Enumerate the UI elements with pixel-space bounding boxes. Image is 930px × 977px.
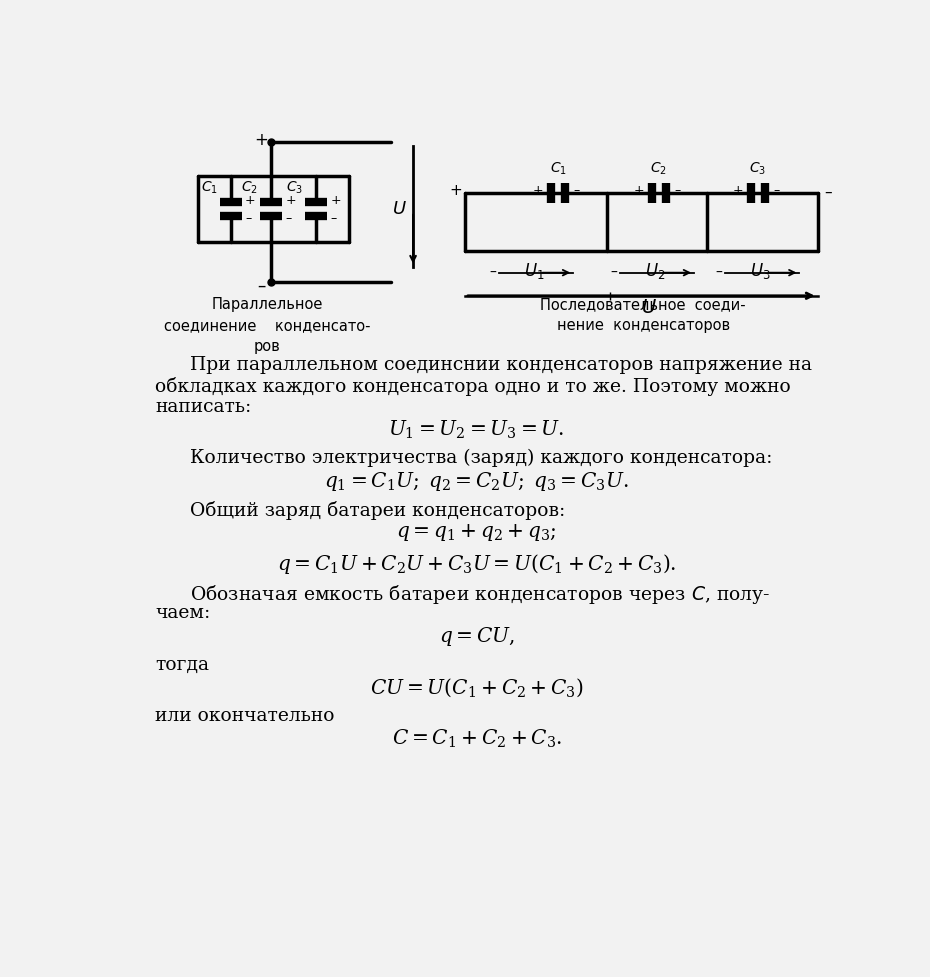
Text: –: – bbox=[574, 184, 579, 196]
Text: –: – bbox=[610, 266, 617, 279]
Text: –: – bbox=[674, 184, 681, 196]
Text: +: + bbox=[330, 194, 340, 207]
Text: написать:: написать: bbox=[155, 398, 251, 415]
Text: +: + bbox=[449, 183, 462, 197]
Text: +: + bbox=[254, 131, 268, 149]
Text: чаем:: чаем: bbox=[155, 604, 210, 621]
Text: $U_3$: $U_3$ bbox=[751, 261, 771, 281]
Text: +: + bbox=[733, 184, 743, 196]
Text: $q = CU,$: $q = CU,$ bbox=[439, 624, 514, 647]
Text: Обозначая емкость батареи конденсаторов через $C$, полу-: Обозначая емкость батареи конденсаторов … bbox=[190, 582, 770, 606]
Text: $q = C_1U + C_2U + C_3U = U(C_1 + C_2 + C_3).$: $q = C_1U + C_2U + C_3U = U(C_1 + C_2 + … bbox=[277, 552, 676, 575]
Text: Количество электричества (заряд) каждого конденсатора:: Количество электричества (заряд) каждого… bbox=[190, 448, 772, 467]
Text: $C_1$: $C_1$ bbox=[201, 180, 218, 196]
Text: –: – bbox=[774, 184, 779, 196]
Text: $q = q_1 + q_2 + q_3;$: $q = q_1 + q_2 + q_3;$ bbox=[396, 521, 557, 542]
Text: $U_2$: $U_2$ bbox=[645, 261, 666, 281]
Text: или окончательно: или окончательно bbox=[155, 706, 335, 724]
Text: Последовательное  соеди-
нение  конденсаторов: Последовательное соеди- нение конденсато… bbox=[540, 296, 746, 332]
Text: –: – bbox=[824, 185, 831, 199]
Text: обкладках каждого конденсатора одно и то же. Поэтому можно: обкладках каждого конденсатора одно и то… bbox=[155, 376, 790, 396]
Text: $C_3$: $C_3$ bbox=[750, 161, 766, 177]
Text: $C = C_1 + C_2 + C_3.$: $C = C_1 + C_2 + C_3.$ bbox=[392, 727, 562, 749]
Text: –: – bbox=[330, 212, 337, 225]
Text: $U$: $U$ bbox=[641, 298, 657, 317]
Text: $U_1$: $U_1$ bbox=[525, 261, 545, 281]
Text: тогда: тогда bbox=[155, 655, 209, 673]
Text: При параллельном соединснии конденсаторов напряжение на: При параллельном соединснии конденсаторо… bbox=[190, 356, 812, 373]
Text: –: – bbox=[257, 276, 265, 295]
Text: $C_1$: $C_1$ bbox=[550, 161, 566, 177]
Text: +: + bbox=[533, 184, 543, 196]
Text: –: – bbox=[286, 212, 291, 225]
Text: $C_3$: $C_3$ bbox=[286, 180, 303, 196]
Text: $CU = U(C_1 + C_2 + C_3)$: $CU = U(C_1 + C_2 + C_3)$ bbox=[370, 676, 583, 699]
Text: $q_1 = C_1U;\; q_2 = C_2U;\; q_3 = C_3U.$: $q_1 = C_1U;\; q_2 = C_2U;\; q_3 = C_3U.… bbox=[325, 470, 629, 492]
Text: –: – bbox=[245, 212, 251, 225]
Text: +: + bbox=[633, 184, 644, 196]
Text: –: – bbox=[715, 266, 723, 279]
Text: $C_2$: $C_2$ bbox=[241, 180, 258, 196]
Text: $U$: $U$ bbox=[392, 199, 407, 218]
Text: $C_2$: $C_2$ bbox=[650, 161, 667, 177]
Text: Общий заряд батареи конденсаторов:: Общий заряд батареи конденсаторов: bbox=[190, 500, 565, 520]
Text: +: + bbox=[245, 194, 256, 207]
Text: $U_1 = U_2 = U_3 = U.$: $U_1 = U_2 = U_3 = U.$ bbox=[389, 418, 565, 441]
Text: –: – bbox=[489, 266, 496, 279]
Text: +: + bbox=[286, 194, 296, 207]
Text: Параллельное
соединение    конденсато-
ров: Параллельное соединение конденсато- ров bbox=[164, 296, 371, 354]
